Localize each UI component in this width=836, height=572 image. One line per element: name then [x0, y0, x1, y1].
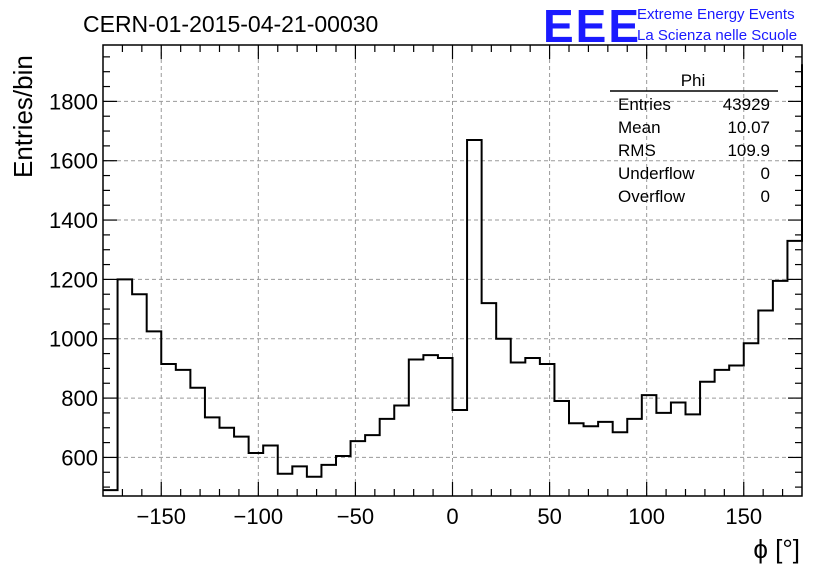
stats-row-label: Entries: [618, 95, 671, 114]
stats-row-label: Mean: [618, 118, 661, 137]
stats-row-label: Overflow: [618, 187, 686, 206]
stats-row-value: 0: [761, 164, 770, 183]
plot-frame: [102, 44, 803, 497]
y-tick-label: 1400: [49, 208, 98, 233]
stats-row-value: 43929: [723, 95, 770, 114]
stats-name: Phi: [681, 71, 706, 90]
x-axis-title: ϕ [°]: [753, 534, 800, 564]
run-title: CERN-01-2015-04-21-00030: [83, 11, 378, 37]
histogram-outline: [103, 64, 803, 492]
axis-ticks: [103, 45, 802, 496]
stats-row-value: 10.07: [727, 118, 770, 137]
stats-rows: Entries 43929 Mean 10.07 RMS 109.9 Underflow 0 O…: [618, 95, 770, 206]
grid-lines: [103, 45, 802, 496]
x-tick-label: −100: [234, 504, 284, 529]
tick-labels: −150 −100 −50 0 50 100 150 600 800 1000 1200 1400 16…: [49, 89, 762, 529]
y-tick-label: 1600: [49, 149, 98, 174]
stats-row-label: Underflow: [618, 164, 695, 183]
x-tick-label: 100: [628, 504, 665, 529]
y-tick-label: 1800: [49, 89, 98, 114]
x-tick-label: 0: [446, 504, 458, 529]
x-tick-label: 50: [537, 504, 561, 529]
y-tick-label: 600: [61, 445, 98, 470]
stats-box: Phi Entries 43929 Mean 10.07 RMS 109.9 Underfl…: [610, 71, 778, 206]
logo-line-2: La Scienza nelle Scuole: [637, 27, 797, 44]
logo-line-1: Extreme Energy Events: [637, 6, 795, 23]
stats-row-value: 0: [761, 187, 770, 206]
x-tick-label: −50: [337, 504, 374, 529]
eee-logo: EEE Extreme Energy Events La Scienza nel…: [543, 0, 797, 52]
y-tick-label: 1000: [49, 327, 98, 352]
y-tick-label: 1200: [49, 267, 98, 292]
y-tick-label: 800: [61, 386, 98, 411]
x-tick-label: 150: [725, 504, 762, 529]
stats-row-label: RMS: [618, 141, 656, 160]
y-axis-title: Entries/bin: [8, 55, 38, 178]
x-tick-label: −150: [136, 504, 186, 529]
stats-row-value: 109.9: [727, 141, 770, 160]
logo-mark: EEE: [543, 0, 641, 52]
